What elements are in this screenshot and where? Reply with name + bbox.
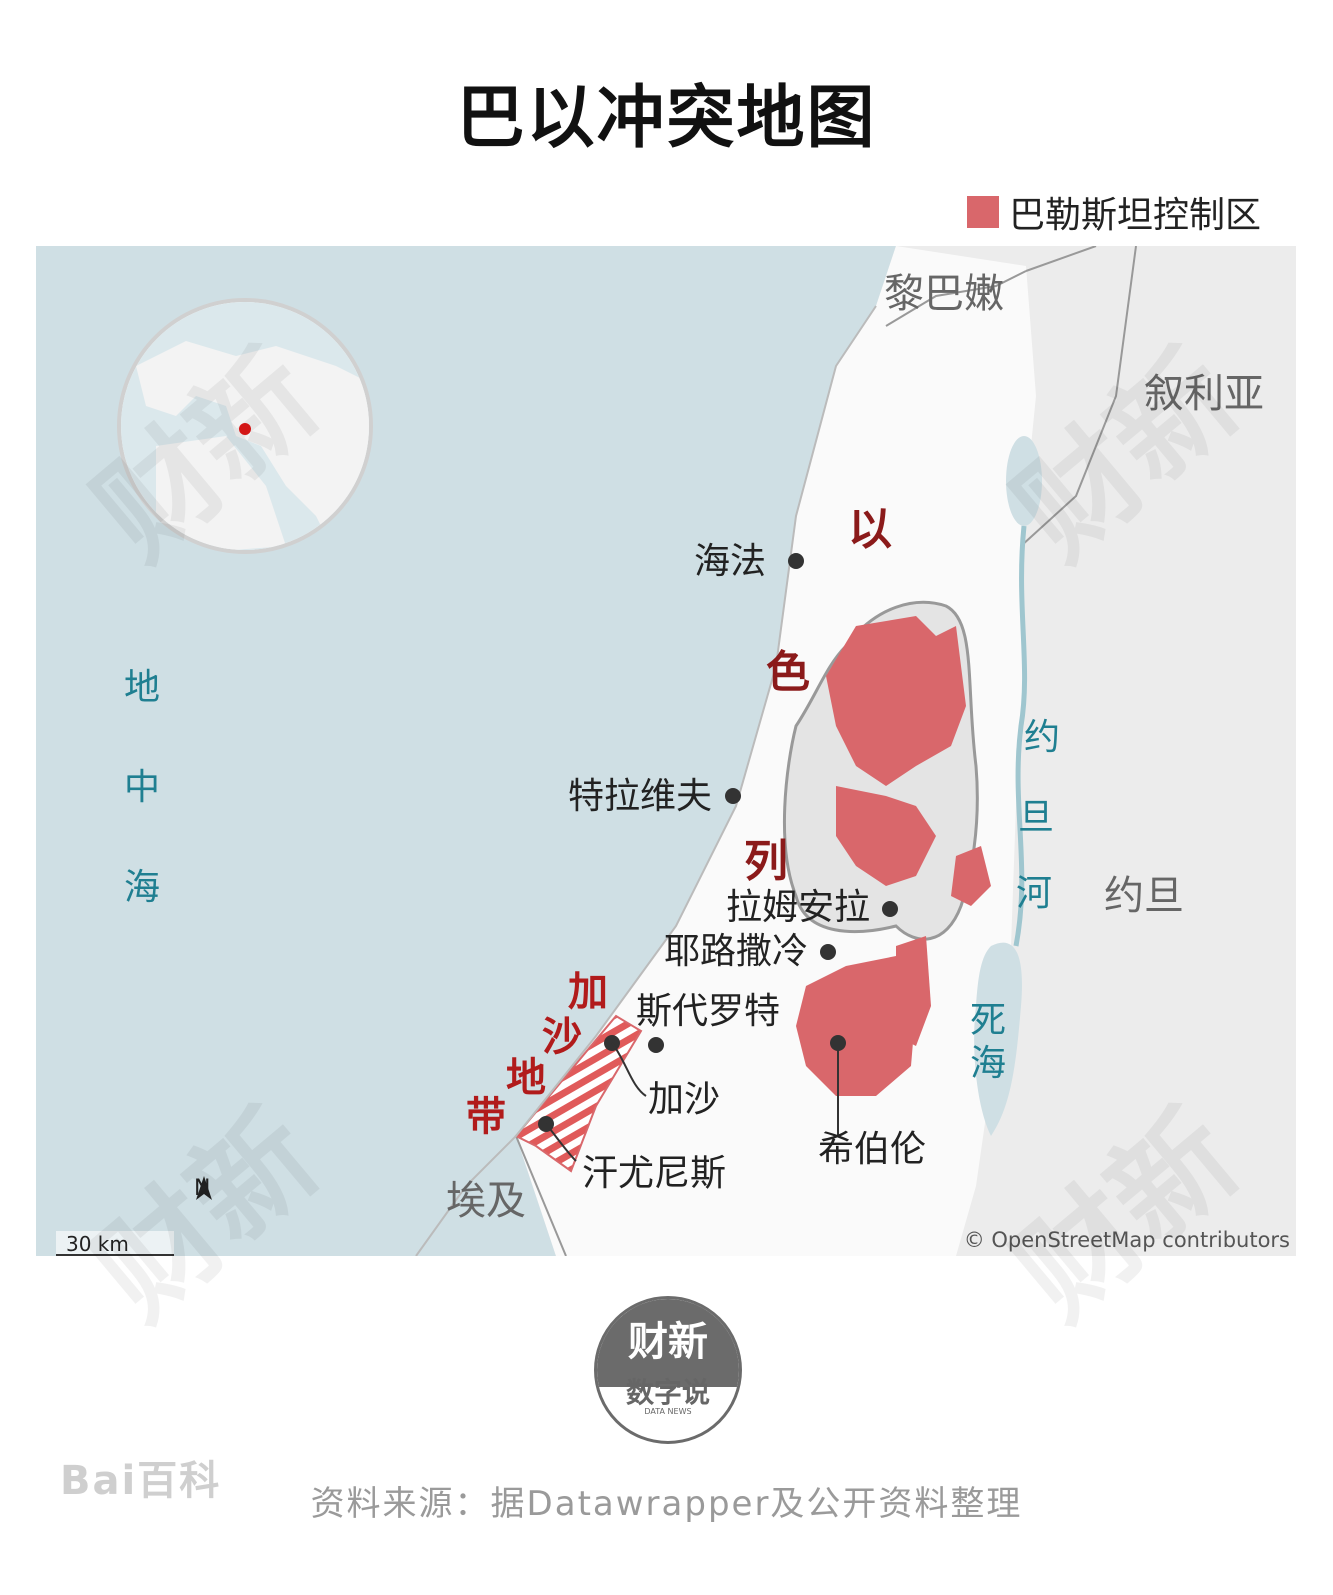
legend-swatch — [966, 196, 999, 228]
palestine-area-center — [836, 786, 936, 886]
globe-land — [136, 341, 369, 550]
syria-border — [1020, 246, 1137, 547]
coastline — [415, 305, 877, 1256]
lebanon-label: 黎巴嫩 — [884, 271, 1004, 317]
logo-sub: DATA NEWS — [644, 1407, 692, 1416]
sderot-label: 斯代罗特 — [636, 991, 781, 1032]
baidu-watermark: Bai百科 — [60, 1458, 222, 1504]
sderot-dot — [648, 1037, 664, 1053]
gaza-leader — [611, 1042, 647, 1097]
sea-label-2: 中 — [124, 767, 161, 808]
jerusalem-label: 耶路撒冷 — [664, 931, 809, 972]
jordan-river — [1013, 525, 1028, 947]
dead-sea-label-2: 海 — [970, 1043, 1007, 1084]
logo-top: 财新 — [597, 1299, 739, 1388]
north-arrow-icon — [196, 1176, 212, 1200]
logo-middle: 数字说 — [625, 1376, 710, 1409]
haifa-label: 海法 — [694, 541, 767, 582]
red-dot-icon — [239, 423, 251, 435]
egypt-label: 埃及 — [446, 1178, 526, 1224]
hebron-label: 希伯伦 — [818, 1129, 927, 1170]
telaviv-dot — [725, 788, 741, 804]
source-note: 资料来源：据Datawrapper及公开资料整理 — [310, 1484, 1023, 1524]
globe-inset — [117, 298, 373, 554]
gaza-strip-label-1: 加 — [568, 969, 608, 1015]
ramallah-label: 拉姆安拉 — [726, 887, 871, 928]
gaza-city-label: 加沙 — [648, 1079, 721, 1120]
khanyunis-leader — [545, 1123, 577, 1162]
jordan-label: 约旦 — [1104, 873, 1184, 919]
jerusalem-dot — [820, 944, 836, 960]
gaza-strip-label-3: 地 — [506, 1055, 546, 1101]
israel-label-2: 色 — [766, 647, 810, 698]
israel-label-1: 以 — [848, 504, 892, 555]
jordan-river-label-1: 约 — [1024, 717, 1061, 758]
egypt-border — [515, 1135, 567, 1256]
palestine-area-south — [796, 956, 916, 1096]
haifa-dot — [788, 553, 804, 569]
jordan-river-label-3: 河 — [1016, 873, 1053, 914]
map-attribution[interactable]: © OpenStreetMap contributors — [963, 1228, 1290, 1252]
khanyunis-label: 汗尤尼斯 — [582, 1153, 727, 1194]
dead-sea-label-1: 死 — [970, 1000, 1007, 1041]
page-title: 巴以冲突地图 — [456, 79, 877, 158]
dead-sea — [974, 942, 1022, 1136]
sea-label-3: 海 — [124, 867, 161, 908]
scale-bar: 30 km — [56, 1231, 174, 1256]
gaza-strip-label-4: 带 — [466, 1094, 506, 1140]
telaviv-label: 特拉维夫 — [568, 776, 713, 817]
sea-of-galilee — [1006, 436, 1042, 526]
gaza-strip — [514, 1014, 643, 1173]
map-canvas — [117, 246, 1296, 1256]
map-legend: 巴勒斯坦控制区 — [966, 186, 1261, 238]
sea-label-1: 地 — [124, 667, 161, 708]
ramallah-dot — [882, 901, 898, 917]
gaza-strip-label-2: 沙 — [542, 1014, 582, 1060]
caixin-data-logo: 财新 数字说 DATA NEWS — [594, 1296, 742, 1444]
legend-label: 巴勒斯坦控制区 — [1008, 195, 1261, 236]
syria-label: 叙利亚 — [1144, 371, 1264, 417]
map[interactable]: 黎巴嫩 叙利亚 约旦 埃及 以 色 列 加 沙 地 带 地 中 海 约 旦 河 … — [36, 246, 1296, 1256]
lebanon-border — [885, 270, 1027, 327]
palestine-area-hebron-east — [896, 936, 931, 1046]
jordan-river-label-2: 旦 — [1018, 797, 1055, 838]
israel-label-3: 列 — [744, 836, 788, 887]
palestine-area-north — [826, 616, 966, 786]
palestine-area-jericho — [951, 846, 991, 906]
north-arrow: N — [194, 1176, 212, 1201]
